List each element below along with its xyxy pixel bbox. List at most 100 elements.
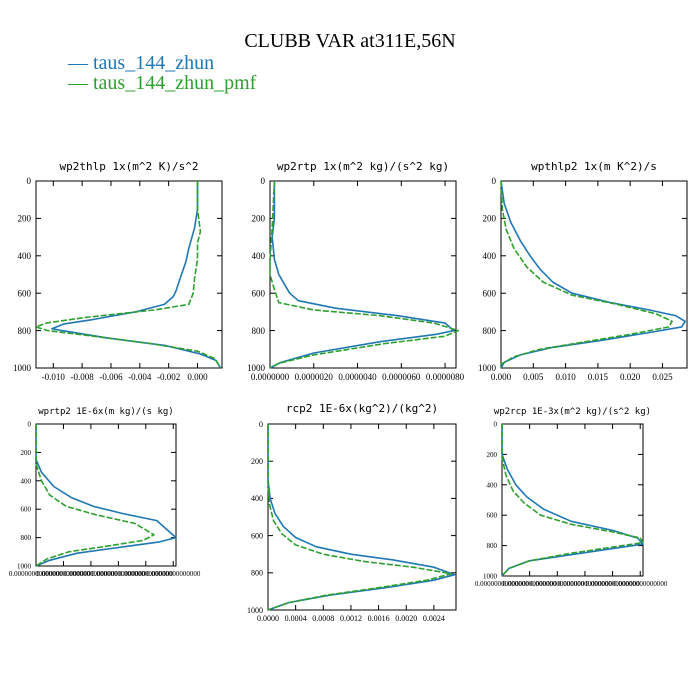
panel-5-frame	[267, 423, 457, 611]
panel-5-xtick-label-2: 0.0008	[312, 614, 334, 623]
panel-1-ytick-label-0: 0	[27, 176, 32, 186]
panel-4-series-1-line	[35, 424, 177, 567]
panel-4-ytick-label-4: 800	[21, 534, 32, 542]
panel-3-ytick-label-1: 200	[483, 214, 497, 224]
panel-1-xtick-label-0: -0.010	[42, 372, 66, 382]
panel-1-ytick-label-1: 200	[18, 214, 32, 224]
panel-2-title: wp2rtp 1x(m^2 kg)/(s^2 kg)	[277, 160, 449, 173]
panel-5-series-2-line	[267, 424, 453, 611]
panel-3-xtick-label-3: 0.015	[588, 372, 609, 382]
panel-1-ytick-label-3: 600	[18, 288, 32, 298]
panel-2-xtick-label-4: 0.0000080	[426, 372, 465, 382]
panel-5-ytick-label-2: 400	[251, 494, 263, 503]
panel-1-frame	[35, 180, 223, 369]
panel-4-ytick-label-0: 0	[28, 420, 32, 428]
panel-6-xtick-label-4: 0.00000000000000	[585, 580, 640, 588]
panel-4-xtick-label-3: 0.00000000000000	[91, 570, 146, 578]
panel-6-xtick-label-5: 0.00000000000000	[613, 580, 668, 588]
panel-3-ytick-label-3: 600	[483, 288, 497, 298]
panel-5-ytick-label-1: 200	[251, 457, 263, 466]
panel-5-series-1-line	[267, 424, 456, 611]
panel-3-ytick-label-0: 0	[492, 176, 497, 186]
panel-6-title: wp2rcp 1E-3x(m^2 kg)/(s^2 kg)	[494, 407, 651, 417]
panel-3-xtick-label-0: 0.000	[491, 372, 512, 382]
panel-6-xtick-label-2: 0.00000000000000	[530, 580, 585, 588]
panel-2-ytick-label-0: 0	[261, 176, 266, 186]
panel-5-ytick-label-0: 0	[259, 420, 263, 429]
panel-1-ytick-label-2: 400	[18, 251, 32, 261]
panel-5-xtick-label-6: 0.0024	[423, 614, 445, 623]
panel-4-title: wprtp2 1E-6x(m kg)/(s kg)	[38, 407, 173, 417]
panel-4-xtick-label-0: 0.00000000000000	[9, 570, 64, 578]
panel-4-series-2-line	[35, 424, 155, 567]
panel-6-xtick-label-0: 0.00000000000000	[475, 580, 530, 588]
panel-4-xtick-label-5: 0.00000000000000	[146, 570, 201, 578]
panel-2-ytick-label-4: 800	[252, 326, 266, 336]
panel-2-ytick-label-1: 200	[252, 214, 266, 224]
panel-2-xtick-label-2: 0.0000040	[338, 372, 377, 382]
panel-5-ytick-label-4: 800	[251, 569, 263, 578]
figure-title: CLUBB VAR at311E,56N	[244, 30, 456, 52]
panel-1-xtick-label-4: -0.002	[157, 372, 180, 382]
panel-2-ytick-label-5: 1000	[247, 363, 266, 373]
panel-6-ytick-label-0: 0	[494, 420, 498, 428]
panel-6-ytick-label-3: 600	[487, 512, 498, 520]
panel-6-frame	[501, 423, 644, 577]
panel-6-xtick-label-3: 0.00000000000000	[558, 580, 613, 588]
panel-6-ytick-label-5: 1000	[483, 572, 498, 580]
panel-1-xtick-label-5: 0.000	[187, 372, 208, 382]
panel-3-xtick-label-5: 0.025	[652, 372, 673, 382]
panel-4-frame	[35, 423, 177, 567]
panel-5-xtick-label-1: 0.0004	[285, 614, 307, 623]
panel-5-xtick-label-4: 0.0016	[368, 614, 390, 623]
panel-6-ytick-label-2: 400	[487, 481, 498, 489]
panel-5-xtick-label-0: 0.0000	[257, 614, 279, 623]
panel-1-series-2-line	[35, 181, 222, 369]
panel-3-series-1-line	[500, 180, 686, 369]
panel-2-xtick-label-3: 0.0000060	[382, 372, 421, 382]
panel-2-ytick-label-3: 600	[252, 288, 266, 298]
panel-3-ytick-label-5: 1000	[478, 363, 497, 373]
panel-2-frame	[269, 180, 457, 369]
panel-4-ytick-label-5: 1000	[17, 562, 32, 570]
panel-1-title: wp2thlp 1x(m^2 K)/s^2	[59, 160, 198, 173]
panel-3-xtick-label-2: 0.010	[555, 372, 576, 382]
panel-5-ytick-label-5: 1000	[247, 606, 263, 615]
panel-4-xtick-label-4: 0.00000000000000	[119, 570, 174, 578]
panel-5-xtick-label-5: 0.0020	[395, 614, 417, 623]
panel-4-xtick-label-2: 0.00000000000000	[64, 570, 119, 578]
panel-5-xtick-label-3: 0.0012	[340, 614, 362, 623]
panel-6-ytick-label-1: 200	[487, 451, 498, 459]
panel-1-xtick-label-3: -0.004	[128, 372, 152, 382]
panel-5-ytick-label-3: 600	[251, 531, 263, 540]
panel-1-series-1-line	[51, 181, 222, 369]
panel-3-ytick-label-4: 800	[483, 326, 497, 336]
panel-4-ytick-label-1: 200	[21, 449, 32, 457]
panel-4-ytick-label-2: 400	[21, 477, 32, 485]
panel-3-series-2-line	[500, 180, 673, 368]
panel-4-xtick-label-1: 0.00000000000000	[36, 570, 91, 578]
panel-6-series-2-line	[501, 424, 644, 577]
panel-5-title: rcp2 1E-6x(kg^2)/(kg^2)	[286, 402, 438, 415]
panel-2-xtick-label-1: 0.0000020	[295, 372, 334, 382]
panel-2-xtick-label-0: 0.0000000	[251, 372, 290, 382]
panel-2-series-2-line	[269, 180, 460, 369]
panel-1-xtick-label-2: -0.006	[99, 372, 123, 382]
panel-3-title: wpthlp2 1x(m K^2)/s	[531, 160, 657, 173]
panel-1-ytick-label-4: 800	[18, 326, 32, 336]
panel-3-frame	[500, 180, 688, 369]
panel-1-xtick-label-1: -0.008	[71, 372, 95, 382]
panel-3-xtick-label-1: 0.005	[523, 372, 544, 382]
panel-6-xtick-label-1: 0.00000000000000	[503, 580, 558, 588]
panel-2-ytick-label-2: 400	[252, 251, 266, 261]
legend-label-series-2: taus_144_zhun_pmf	[93, 72, 257, 94]
legend-entry-series-1: — taus_144_zhun	[68, 52, 215, 74]
legend-label-series-1: taus_144_zhun	[93, 52, 215, 74]
panel-1-ytick-label-5: 1000	[13, 363, 32, 373]
panel-6-ytick-label-4: 800	[487, 542, 498, 550]
panel-3-ytick-label-2: 400	[483, 251, 497, 261]
legend-entry-series-2: — taus_144_zhun_pmf	[68, 72, 257, 94]
panel-4-ytick-label-3: 600	[21, 506, 32, 514]
panel-3-xtick-label-4: 0.020	[620, 372, 641, 382]
